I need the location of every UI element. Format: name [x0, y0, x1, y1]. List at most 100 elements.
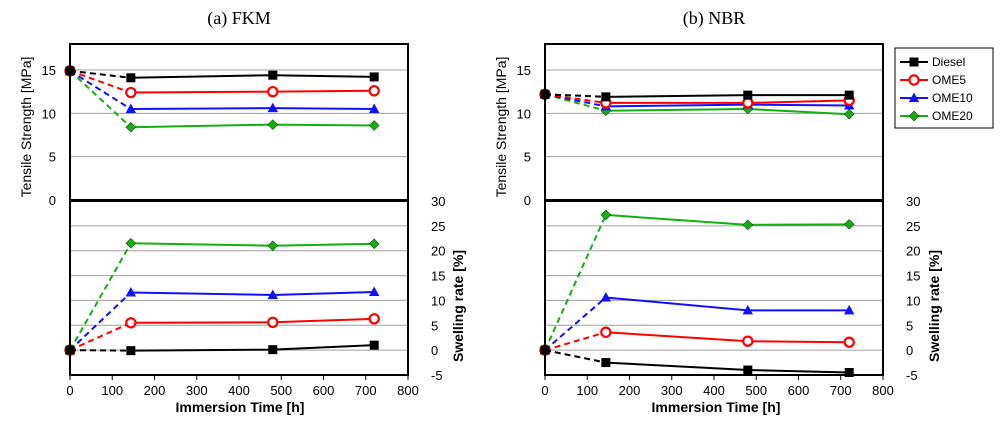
- legend-label-ome5: OME5: [932, 73, 966, 87]
- series-line-ome5: [605, 331, 850, 344]
- plot-frame: [544, 43, 884, 201]
- x-axis-label: Immersion Time [h]: [652, 399, 781, 415]
- series-line-ome5: [605, 99, 850, 104]
- legend-marker-ome5: [908, 74, 920, 86]
- plot-frame: [544, 200, 884, 376]
- x-tick-label: 200: [144, 383, 166, 398]
- data-point-ome5: [742, 335, 754, 347]
- data-point-ome5: [267, 85, 279, 98]
- legend-marker-ome10: [908, 92, 920, 102]
- data-point-ome20: [843, 108, 855, 120]
- x-tick-label: 800: [397, 383, 419, 398]
- data-point-ome10: [742, 304, 753, 315]
- data-point-ome10: [267, 289, 278, 299]
- series-line-dashed-ome5: [69, 321, 132, 352]
- series-line-dashed-ome10: [544, 296, 607, 351]
- series-line-ome10: [130, 290, 375, 296]
- series-line-ome10: [130, 107, 375, 110]
- y-axis-label-swelling: Swelling rate [%]: [926, 250, 942, 362]
- series-line-dashed-ome5: [544, 331, 607, 352]
- series-line-ome20: [130, 242, 375, 247]
- series-line-dashed-ome20: [69, 70, 132, 128]
- x-tick-label: 500: [270, 383, 292, 398]
- x-tick-label: 700: [355, 383, 377, 398]
- swelling-rate-plot: -5 0 5 10 15 20 25 30: [539, 194, 920, 383]
- y-tick-label: 5: [906, 318, 913, 333]
- x-tick-label: 800: [872, 383, 894, 398]
- x-tick-label: 400: [228, 383, 250, 398]
- y-tick-label: -5: [906, 368, 918, 383]
- y-tick-label: 25: [431, 219, 445, 234]
- y-tick-label: 30: [906, 194, 920, 209]
- y-tick-label: 15: [906, 269, 920, 284]
- panel-fkm: (a) FKM 0 5 10 15 -5 0 5 10 15 20 25 30 Tensile St…: [18, 8, 466, 415]
- tensile-strength-plot: 0 5 10 15: [42, 43, 409, 208]
- data-point-ome10: [125, 286, 137, 297]
- y-axis-label-swelling: Swelling rate [%]: [450, 250, 466, 362]
- data-point-diesel: [743, 90, 753, 100]
- y-tick-label: 0: [431, 343, 438, 358]
- data-point-diesel: [369, 340, 379, 350]
- plot-frame: [69, 43, 409, 201]
- data-point-ome5: [742, 97, 754, 109]
- y-tick-label: 10: [517, 106, 531, 121]
- series-line-ome10: [605, 296, 850, 312]
- series-line-dashed-ome10: [69, 291, 132, 351]
- y-tick-label: 5: [524, 150, 531, 165]
- data-point-ome5: [125, 317, 137, 329]
- data-point-ome10: [600, 291, 612, 302]
- series-line-ome10: [605, 103, 850, 108]
- y-tick-label: 15: [517, 63, 531, 78]
- y-tick-label: 20: [431, 244, 445, 259]
- data-point-ome20: [267, 240, 279, 252]
- data-point-ome5: [368, 85, 380, 97]
- series-line-dashed-ome10: [69, 70, 132, 110]
- data-point-diesel: [601, 358, 611, 368]
- legend-marker-diesel: [909, 57, 919, 67]
- y-tick-label: 0: [906, 343, 913, 358]
- legend-marker-ome20: [908, 110, 920, 122]
- data-point-diesel: [268, 70, 278, 80]
- data-point-diesel: [743, 365, 753, 375]
- x-tick-label: 100: [576, 383, 598, 398]
- data-point-diesel: [268, 345, 278, 355]
- x-tick-label: 200: [619, 383, 641, 398]
- data-point-ome20: [843, 219, 855, 230]
- x-tick-label: 400: [703, 383, 725, 398]
- data-point-ome10: [369, 286, 380, 296]
- series-line-ome5: [130, 317, 375, 324]
- swelling-rate-plot: -5 0 5 10 15 20 25 30: [64, 194, 445, 383]
- series-line-dashed-diesel: [544, 349, 607, 364]
- legend-label-diesel: Diesel: [932, 55, 965, 69]
- data-point-diesel: [369, 72, 379, 82]
- legend-label-ome20: OME20: [932, 109, 973, 123]
- data-point-diesel: [601, 92, 611, 102]
- data-point-ome5: [600, 326, 612, 338]
- data-point-diesel: [126, 73, 136, 83]
- y-tick-label: 10: [431, 293, 445, 308]
- data-point-ome5: [125, 86, 137, 99]
- series-line-ome20: [605, 213, 850, 226]
- x-tick-label: 500: [745, 383, 767, 398]
- y-tick-label: 20: [906, 244, 920, 259]
- x-tick-label: 0: [66, 383, 73, 398]
- x-tick-label: 100: [101, 383, 123, 398]
- data-point-ome10: [125, 103, 137, 113]
- data-point-diesel: [844, 90, 854, 100]
- data-point-ome10: [844, 304, 855, 315]
- legend: Diesel OME5 OME10 OME20: [894, 47, 994, 129]
- data-point-diesel: [844, 368, 854, 378]
- y-axis-label-tensile: Tensile Strength [MPa]: [18, 57, 34, 198]
- data-point-ome20: [368, 120, 380, 131]
- x-tick-label: 700: [830, 383, 852, 398]
- series-line-dashed-ome20: [544, 214, 607, 351]
- series-line-dashed-ome20: [69, 242, 132, 351]
- y-tick-label: 5: [431, 318, 438, 333]
- panel-nbr: (b) NBR 0 5 10 15 -5 0 5 10 15 20 25 30 Tensile St…: [493, 8, 942, 415]
- y-tick-label: 25: [906, 219, 920, 234]
- series-line-ome5: [130, 89, 375, 94]
- legend-label-ome10: OME10: [932, 91, 973, 105]
- y-tick-label: 30: [431, 194, 445, 209]
- data-point-ome5: [267, 316, 279, 329]
